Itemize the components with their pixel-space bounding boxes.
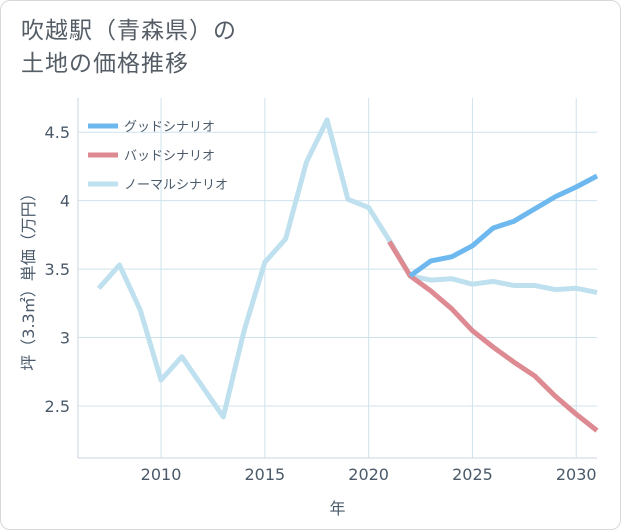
x-tick-label: 2030 <box>556 465 597 484</box>
title-line-1: 吹越駅（青森県）の <box>21 18 237 44</box>
y-tick-label: 3 <box>60 329 70 348</box>
y-tick-label: 4.5 <box>45 123 70 142</box>
x-tick-label: 2010 <box>141 465 182 484</box>
legend-label: ノーマルシナリオ <box>124 178 228 193</box>
x-axis-title: 年 <box>329 499 345 518</box>
series-line-3 <box>96 117 598 420</box>
y-tick-label: 4 <box>60 192 70 211</box>
x-tick-label: 2020 <box>348 465 389 484</box>
y-tick-label: 2.5 <box>45 397 70 416</box>
x-tick-label: 2025 <box>452 465 493 484</box>
title-line-2: 土地の価格推移 <box>21 51 189 77</box>
chart-title: 吹越駅（青森県）の 土地の価格推移 <box>21 15 237 81</box>
y-axis-title: 坪（3.3㎡）単価（万円） <box>19 185 38 370</box>
legend-label: グッドシナリオ <box>124 120 215 135</box>
x-tick-label: 2015 <box>244 465 285 484</box>
series-line-2 <box>387 240 599 433</box>
y-tick-label: 3.5 <box>45 260 70 279</box>
grid <box>78 98 597 458</box>
series-line-1 <box>408 173 599 278</box>
legend-label: バッドシナリオ <box>124 149 215 164</box>
